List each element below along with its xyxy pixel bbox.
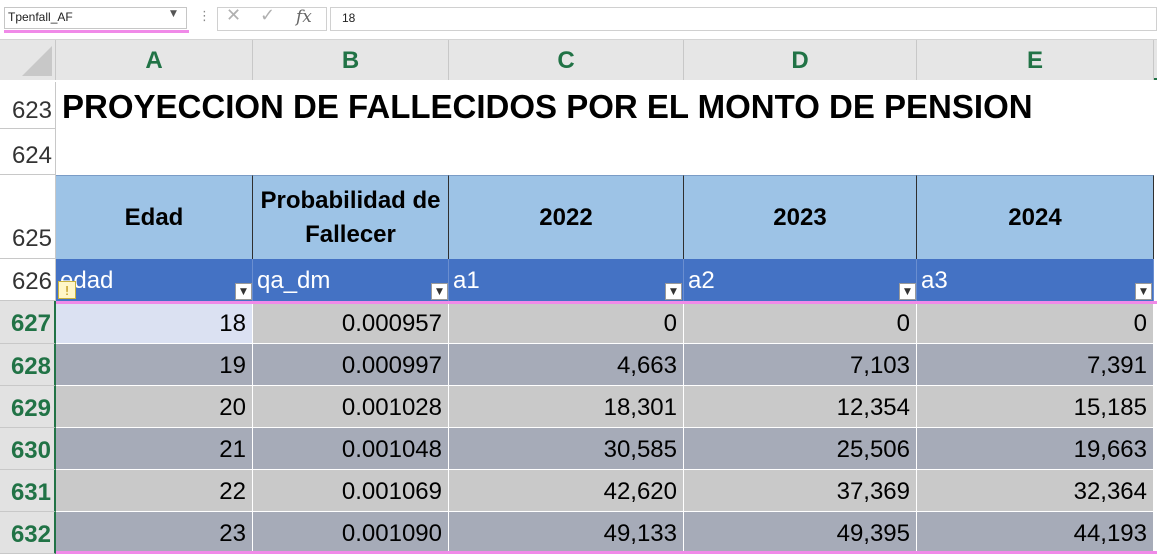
header-probabilidad[interactable]: Probabilidad de Fallecer	[253, 175, 449, 259]
table-cell[interactable]: 49,395	[684, 512, 917, 554]
row-header-628[interactable]: 628	[0, 344, 56, 386]
filter-dropdown-icon[interactable]: ▼	[431, 283, 448, 300]
table-cell[interactable]: 0.001028	[253, 386, 449, 428]
table-cell[interactable]: 7,391	[917, 344, 1154, 386]
row-header-623[interactable]: 623	[0, 82, 56, 129]
table-cell[interactable]: 0.001069	[253, 470, 449, 512]
row-header-627[interactable]: 627	[0, 301, 56, 344]
column-header-a[interactable]: A	[56, 40, 253, 80]
page-title[interactable]: PROYECCION DE FALLECIDOS POR EL MONTO DE…	[62, 88, 1033, 125]
column-header-e[interactable]: E	[917, 40, 1154, 80]
table-cell[interactable]: 19,663	[917, 428, 1154, 470]
table-cell[interactable]: 49,133	[449, 512, 684, 554]
more-options-icon[interactable]: ⋮	[198, 9, 211, 24]
table-cell[interactable]: 37,369	[684, 470, 917, 512]
filter-dropdown-icon[interactable]: ▼	[899, 283, 916, 300]
table-cell[interactable]: 18	[56, 302, 253, 344]
table-cell[interactable]: 7,103	[684, 344, 917, 386]
column-header-d[interactable]: D	[684, 40, 917, 80]
cancel-icon[interactable]: ✕	[226, 5, 242, 26]
filter-dropdown-icon[interactable]: ▼	[235, 283, 252, 300]
row-header-631[interactable]: 631	[0, 470, 56, 512]
table-cell[interactable]: 19	[56, 344, 253, 386]
name-box[interactable]	[4, 7, 187, 29]
name-box-value: Tpenfall_AF	[8, 10, 73, 24]
name-box-highlight	[4, 30, 189, 33]
table-cell[interactable]: 30,585	[449, 428, 684, 470]
table-cell[interactable]: 22	[56, 470, 253, 512]
table-cell[interactable]: 0.000997	[253, 344, 449, 386]
formula-value: 18	[342, 11, 356, 25]
table-cell[interactable]: 25,506	[684, 428, 917, 470]
table-cell[interactable]: 44,193	[917, 512, 1154, 554]
filter-dropdown-icon[interactable]: ▼	[665, 283, 682, 300]
header-edad[interactable]: Edad	[56, 175, 253, 259]
enter-icon[interactable]: ✓	[260, 5, 276, 26]
filter-dropdown-icon[interactable]: ▼	[1135, 283, 1152, 300]
table-cell[interactable]: 23	[56, 512, 253, 554]
table-cell[interactable]: 18,301	[449, 386, 684, 428]
header-2024[interactable]: 2024	[917, 175, 1154, 259]
table-cell[interactable]: 42,620	[449, 470, 684, 512]
table-cell[interactable]: 0	[917, 302, 1154, 344]
table-cell[interactable]: 0.001048	[253, 428, 449, 470]
table-header-a1[interactable]: a1	[449, 259, 684, 301]
table-cell[interactable]: 0	[684, 302, 917, 344]
select-all-icon	[22, 46, 52, 76]
selection-highlight-top	[56, 301, 1157, 304]
table-cell[interactable]: 32,364	[917, 470, 1154, 512]
table-cell[interactable]: 0	[449, 302, 684, 344]
table-cell[interactable]: 15,185	[917, 386, 1154, 428]
header-2023[interactable]: 2023	[684, 175, 917, 259]
row-header-629[interactable]: 629	[0, 386, 56, 428]
table-cell[interactable]: 0.000957	[253, 302, 449, 344]
row-header-626[interactable]: 626	[0, 259, 56, 301]
row-header-630[interactable]: 630	[0, 428, 56, 470]
table-header-a3[interactable]: a3	[917, 259, 1154, 301]
table-cell[interactable]: 4,663	[449, 344, 684, 386]
selection-highlight-bottom	[56, 551, 1157, 554]
table-cell[interactable]: 21	[56, 428, 253, 470]
table-header-qa-dm[interactable]: qa_dm	[253, 259, 449, 301]
header-2022[interactable]: 2022	[449, 175, 684, 259]
chevron-down-icon[interactable]: ▼	[170, 9, 177, 19]
table-cell[interactable]: 0.001090	[253, 512, 449, 554]
formula-actions	[217, 7, 327, 31]
row-header-632[interactable]: 632	[0, 512, 56, 554]
formula-input[interactable]	[330, 7, 1157, 31]
row-header-625[interactable]: 625	[0, 175, 56, 259]
warning-icon[interactable]: !	[58, 281, 76, 299]
table-cell[interactable]: 20	[56, 386, 253, 428]
column-header-b[interactable]: B	[253, 40, 449, 80]
table-header-edad[interactable]: edad	[56, 259, 253, 301]
column-header-c[interactable]: C	[449, 40, 684, 80]
row-header-624[interactable]: 624	[0, 129, 56, 175]
table-header-a2[interactable]: a2	[684, 259, 917, 301]
insert-function-icon[interactable]: fx	[296, 7, 312, 27]
table-cell[interactable]: 12,354	[684, 386, 917, 428]
